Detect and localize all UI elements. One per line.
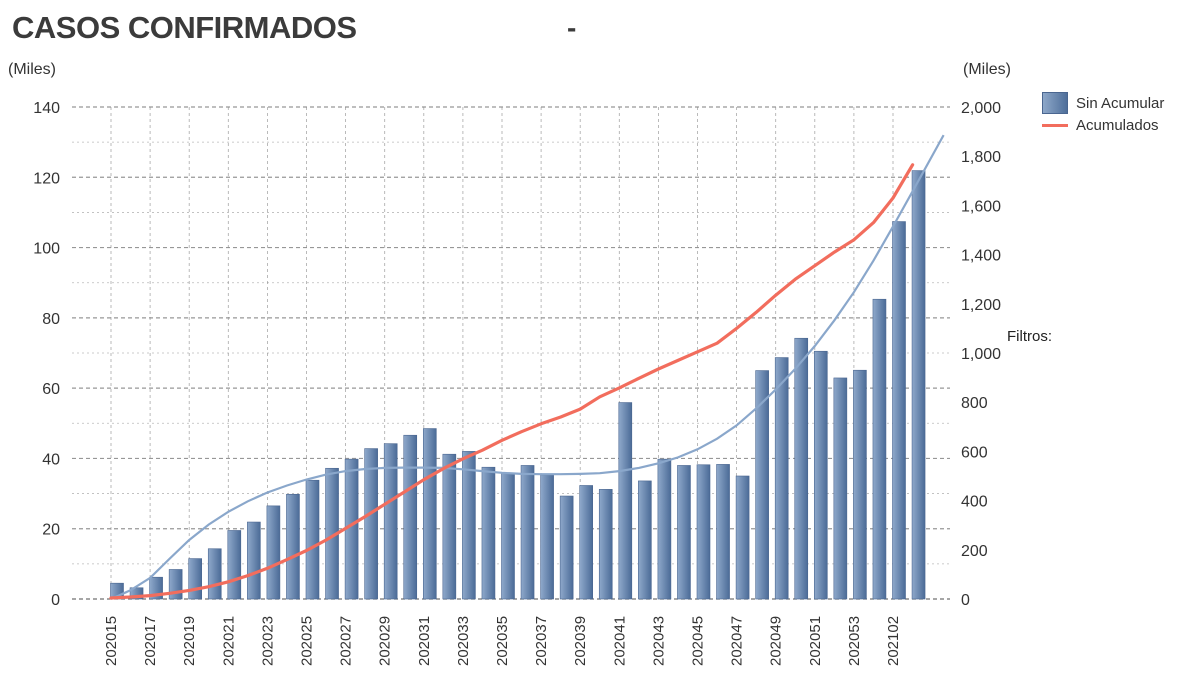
y-left-tick-label: 80 (42, 311, 60, 328)
bar (833, 377, 848, 600)
bar (520, 465, 535, 600)
bar (755, 370, 769, 600)
legend-line-swatch (1042, 123, 1068, 127)
bar (735, 475, 750, 600)
y-right-tick-label: 600 (961, 444, 988, 461)
bar (559, 495, 574, 600)
y-left-tick-label: 140 (33, 100, 60, 117)
legend-item-line: Acumulados (1042, 114, 1164, 136)
left-axis-unit: (Miles) (8, 61, 56, 78)
bar (716, 464, 730, 600)
bar (286, 493, 300, 600)
bar (501, 472, 515, 600)
x-tick-label: 202033 (455, 616, 472, 666)
x-tick-label: 202045 (690, 616, 707, 666)
bar (579, 485, 594, 600)
bar (794, 337, 809, 600)
bar (598, 489, 613, 600)
cumulative-line (109, 163, 915, 600)
bar (129, 587, 144, 600)
y-right-tick-label: 2,000 (961, 100, 1001, 117)
bar (247, 521, 261, 600)
y-right-tick-label: 1,600 (961, 198, 1001, 215)
y-left-tick-label: 20 (42, 522, 60, 539)
bar (481, 466, 496, 600)
y-left-tick-label: 100 (33, 241, 60, 258)
legend-label-bars: Sin Acumular (1076, 94, 1165, 112)
x-tick-label: 202027 (338, 616, 355, 666)
x-tick-label: 202053 (846, 616, 863, 666)
y-left-tick-label: 40 (42, 451, 60, 468)
x-tick-label: 202102 (885, 616, 902, 666)
y-right-tick-label: 200 (961, 543, 988, 560)
x-tick-label: 202025 (299, 616, 316, 666)
x-tick-label: 202051 (807, 616, 824, 666)
x-tick-label: 202023 (259, 616, 276, 666)
x-tick-label: 202029 (377, 616, 394, 666)
x-tick-label: 202047 (729, 616, 746, 666)
bar (422, 428, 437, 600)
bar (462, 451, 476, 600)
x-tick-label: 202037 (533, 616, 550, 666)
bar (305, 479, 320, 600)
line-layer (109, 163, 915, 600)
y-left-tick-label: 60 (42, 381, 60, 398)
filters-label: Filtros: (1007, 328, 1052, 345)
bar (853, 369, 867, 600)
bar (696, 464, 711, 600)
y-right-tick-label: 0 (961, 592, 970, 609)
y-left-tick-label: 0 (51, 592, 60, 609)
legend-bar-swatch (1042, 92, 1068, 114)
x-tick-label: 202031 (416, 616, 433, 666)
bar (266, 505, 281, 600)
bar-layer (110, 170, 926, 600)
y-right-tick-label: 1,200 (961, 297, 1001, 314)
bar (677, 465, 691, 600)
x-tick-label: 202015 (103, 616, 120, 666)
bar (403, 434, 418, 600)
x-tick-label: 202049 (768, 616, 785, 666)
bar (207, 548, 222, 600)
y-right-tick-label: 400 (961, 494, 988, 511)
bar (442, 453, 457, 600)
x-tick-label: 202043 (650, 616, 667, 666)
bar (383, 443, 398, 600)
x-tick-label: 202039 (572, 616, 589, 666)
y-right-tick-label: 1,400 (961, 248, 1001, 265)
bar (364, 448, 378, 600)
legend-item-bars: Sin Acumular (1042, 92, 1164, 114)
bar (657, 458, 672, 600)
title-separator: - (567, 12, 577, 43)
bar (872, 298, 887, 600)
bar (618, 402, 633, 600)
bar (638, 480, 652, 600)
bar (774, 357, 789, 600)
bar (227, 530, 242, 600)
x-tick-label: 202021 (220, 616, 237, 666)
bar (892, 221, 906, 600)
bar (188, 558, 202, 600)
chart-legend: Sin Acumular Acumulados (1042, 92, 1164, 136)
y-right-tick-label: 1,000 (961, 346, 1001, 363)
bar (813, 350, 828, 600)
trend-layer (110, 134, 945, 601)
right-axis-unit: (Miles) (963, 61, 1011, 78)
x-tick-label: 202019 (181, 616, 198, 666)
bar (540, 474, 554, 600)
x-tick-label: 202041 (611, 616, 628, 666)
y-left-tick-label: 120 (33, 170, 60, 187)
bar (911, 170, 926, 600)
x-tick-label: 202035 (494, 616, 511, 666)
axis-layer: 0 20 40 60 80 100 120 140 0 200 400 600 800 1,000 1,20… (33, 100, 1001, 666)
trend-line (110, 134, 945, 601)
legend-label-line: Acumulados (1076, 116, 1159, 134)
page-title: CASOS CONFIRMADOS (12, 10, 357, 45)
y-right-tick-label: 1,800 (961, 149, 1001, 166)
x-tick-label: 202017 (142, 616, 159, 666)
y-right-tick-label: 800 (961, 395, 988, 412)
